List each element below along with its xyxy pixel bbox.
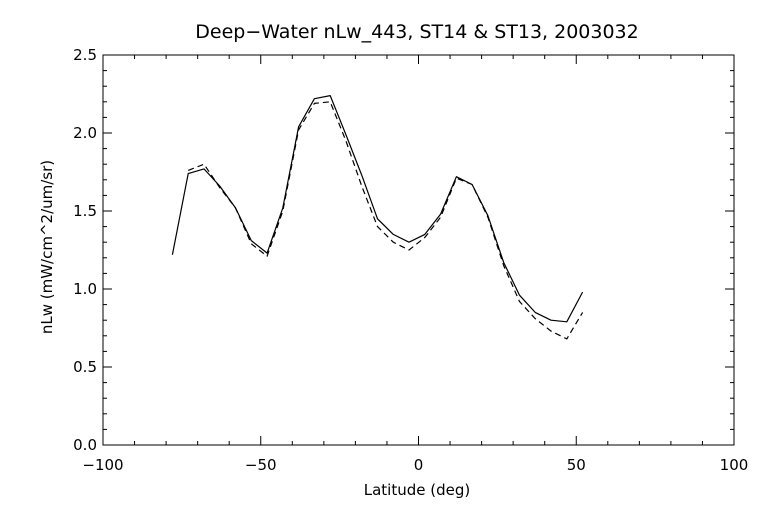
plot-border bbox=[102, 54, 735, 446]
x-axis-label: Latitude (deg) bbox=[364, 481, 470, 499]
y-axis-label: nLw (mW/cm^2/um/sr) bbox=[38, 160, 56, 334]
y-tick-label: 2.0 bbox=[73, 124, 97, 142]
y-tick-label: 2.5 bbox=[73, 46, 97, 64]
series-line-dashed bbox=[187, 101, 584, 340]
series-line-solid bbox=[171, 94, 584, 323]
y-tick-label: 1.5 bbox=[73, 202, 97, 220]
chart-title: Deep−Water nLw_443, ST14 & ST13, 2003032 bbox=[195, 21, 639, 43]
axis-tick-labels: −100 −50 0 50 100 0.0 0.5 1.0 1.5 2.0 2.5 bbox=[73, 46, 748, 474]
y-tick-label: 0.0 bbox=[73, 436, 97, 454]
plot-frame bbox=[102, 54, 735, 446]
x-tick-label: −100 bbox=[82, 456, 123, 474]
y-tick-label: 1.0 bbox=[73, 280, 97, 298]
y-tick-label: 0.5 bbox=[73, 358, 97, 376]
axis-ticks bbox=[102, 54, 735, 446]
data-series bbox=[171, 94, 584, 340]
x-tick-label: 0 bbox=[414, 456, 424, 474]
x-tick-label: −50 bbox=[245, 456, 277, 474]
x-tick-label: 100 bbox=[720, 456, 749, 474]
x-tick-label: 50 bbox=[567, 456, 586, 474]
